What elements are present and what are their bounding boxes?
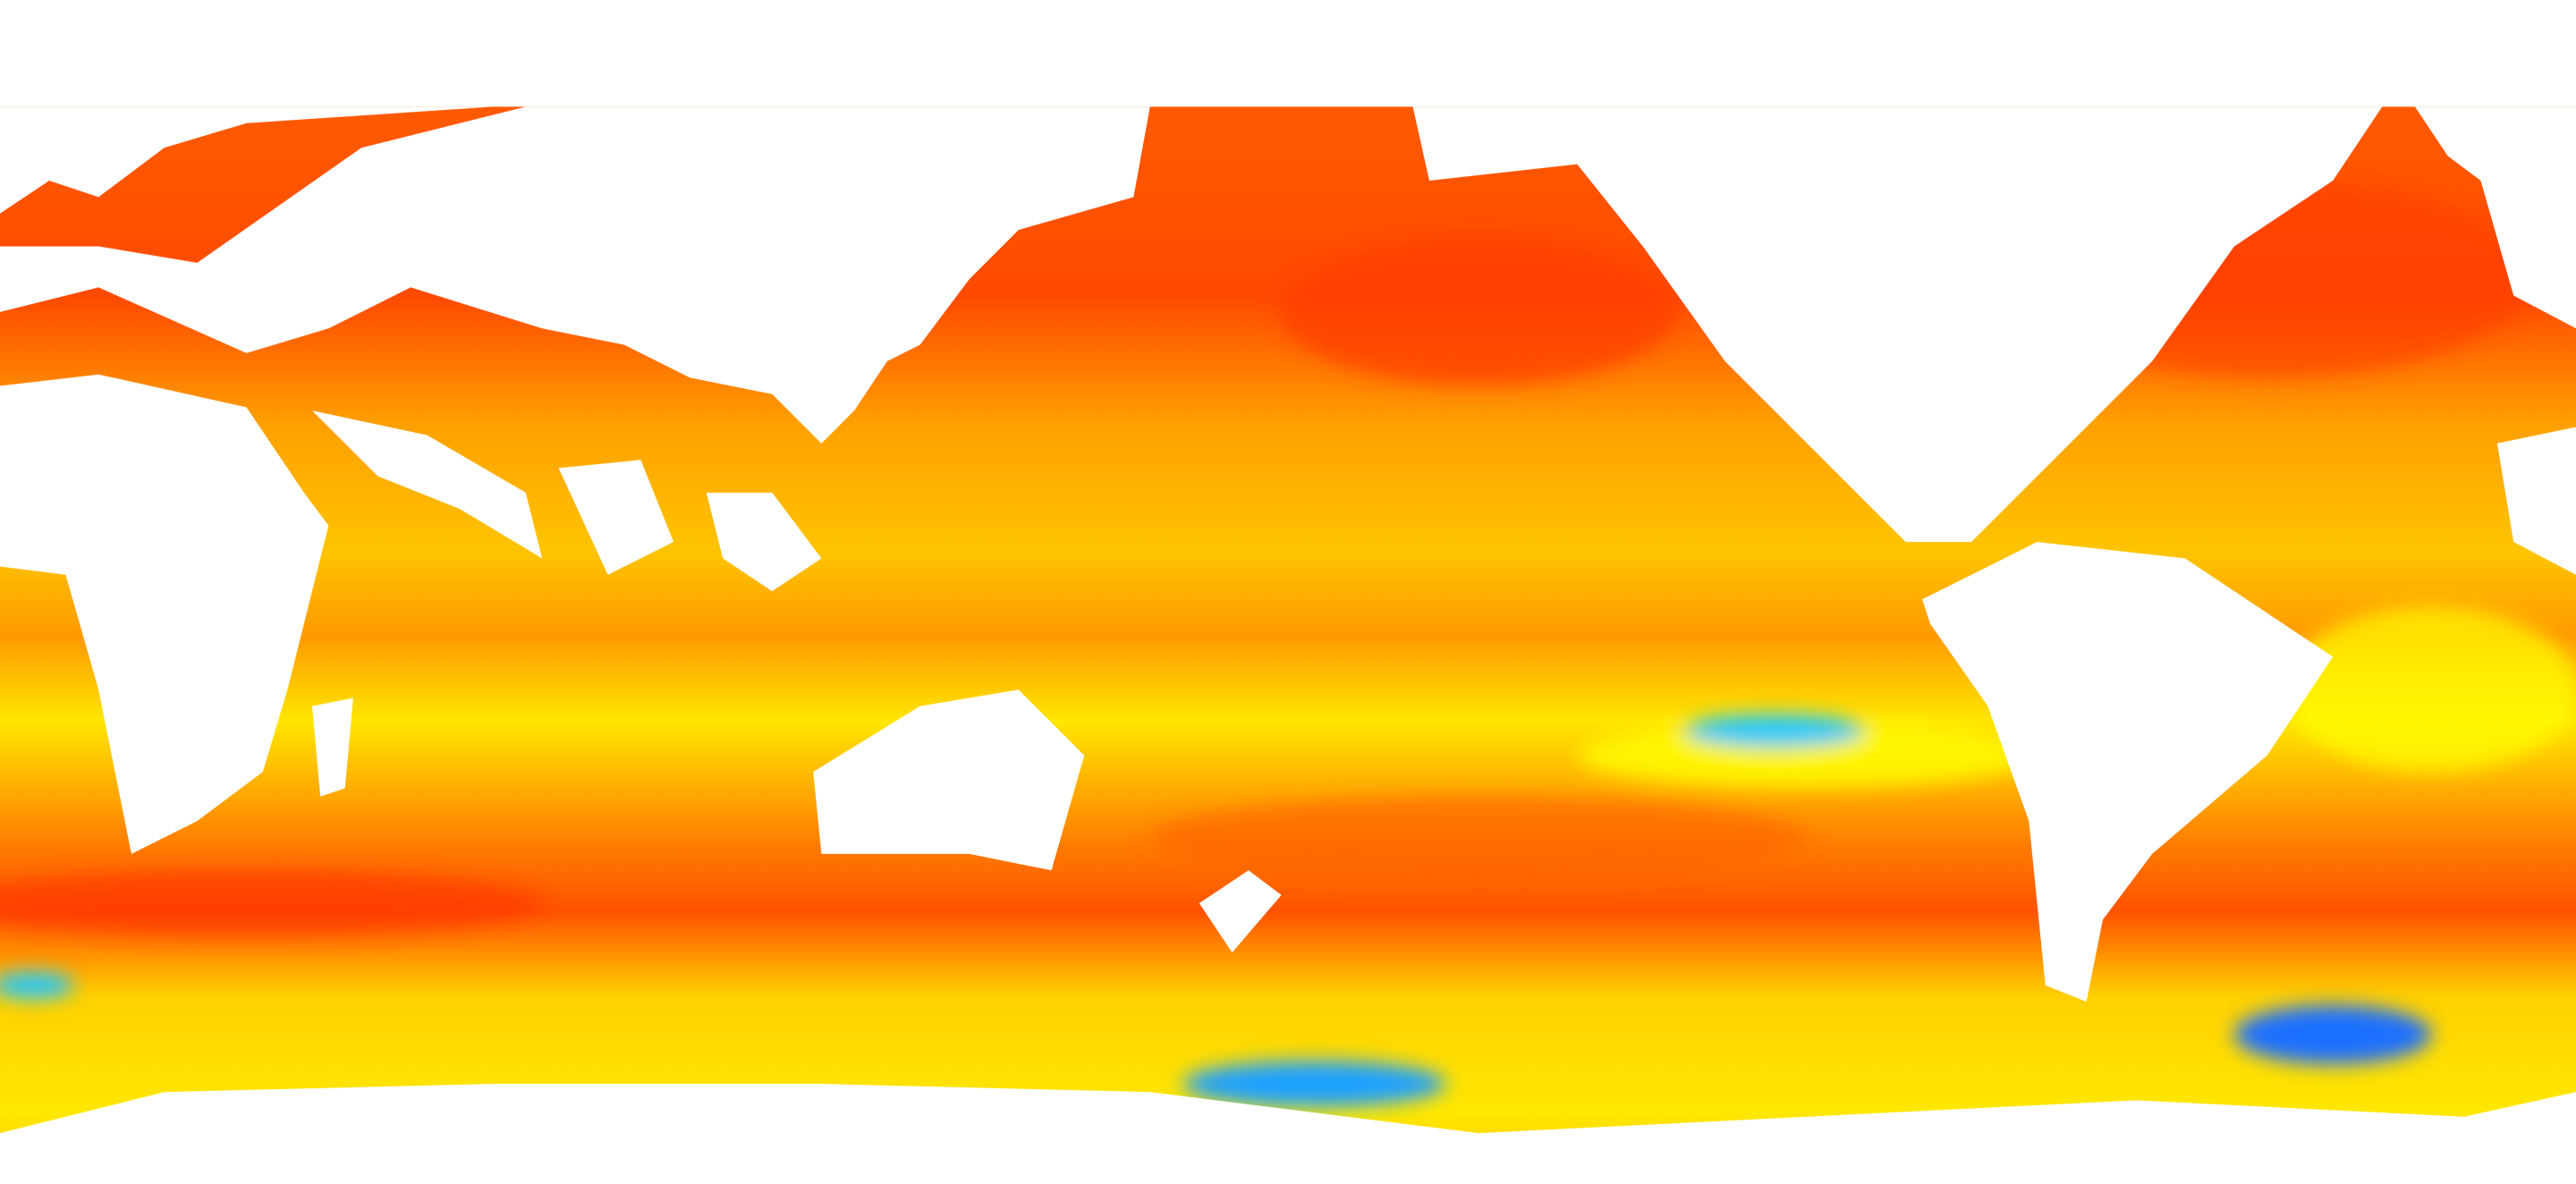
land-north-america xyxy=(1412,106,2383,542)
land-indochina xyxy=(706,492,822,592)
land-madagascar xyxy=(311,698,353,797)
land-asia xyxy=(0,106,1150,444)
land-australia xyxy=(813,689,1085,871)
land-europe xyxy=(0,106,494,214)
land-arabia xyxy=(311,410,543,559)
land-new-zealand xyxy=(1199,870,1282,953)
land-europe-east xyxy=(2415,106,2576,329)
land xyxy=(0,106,2576,1184)
land-india xyxy=(558,460,674,575)
land-africa-east xyxy=(2496,427,2576,575)
land-south-america xyxy=(1921,541,2334,1002)
land-africa xyxy=(0,374,329,854)
land-antarctica xyxy=(0,1083,2576,1184)
